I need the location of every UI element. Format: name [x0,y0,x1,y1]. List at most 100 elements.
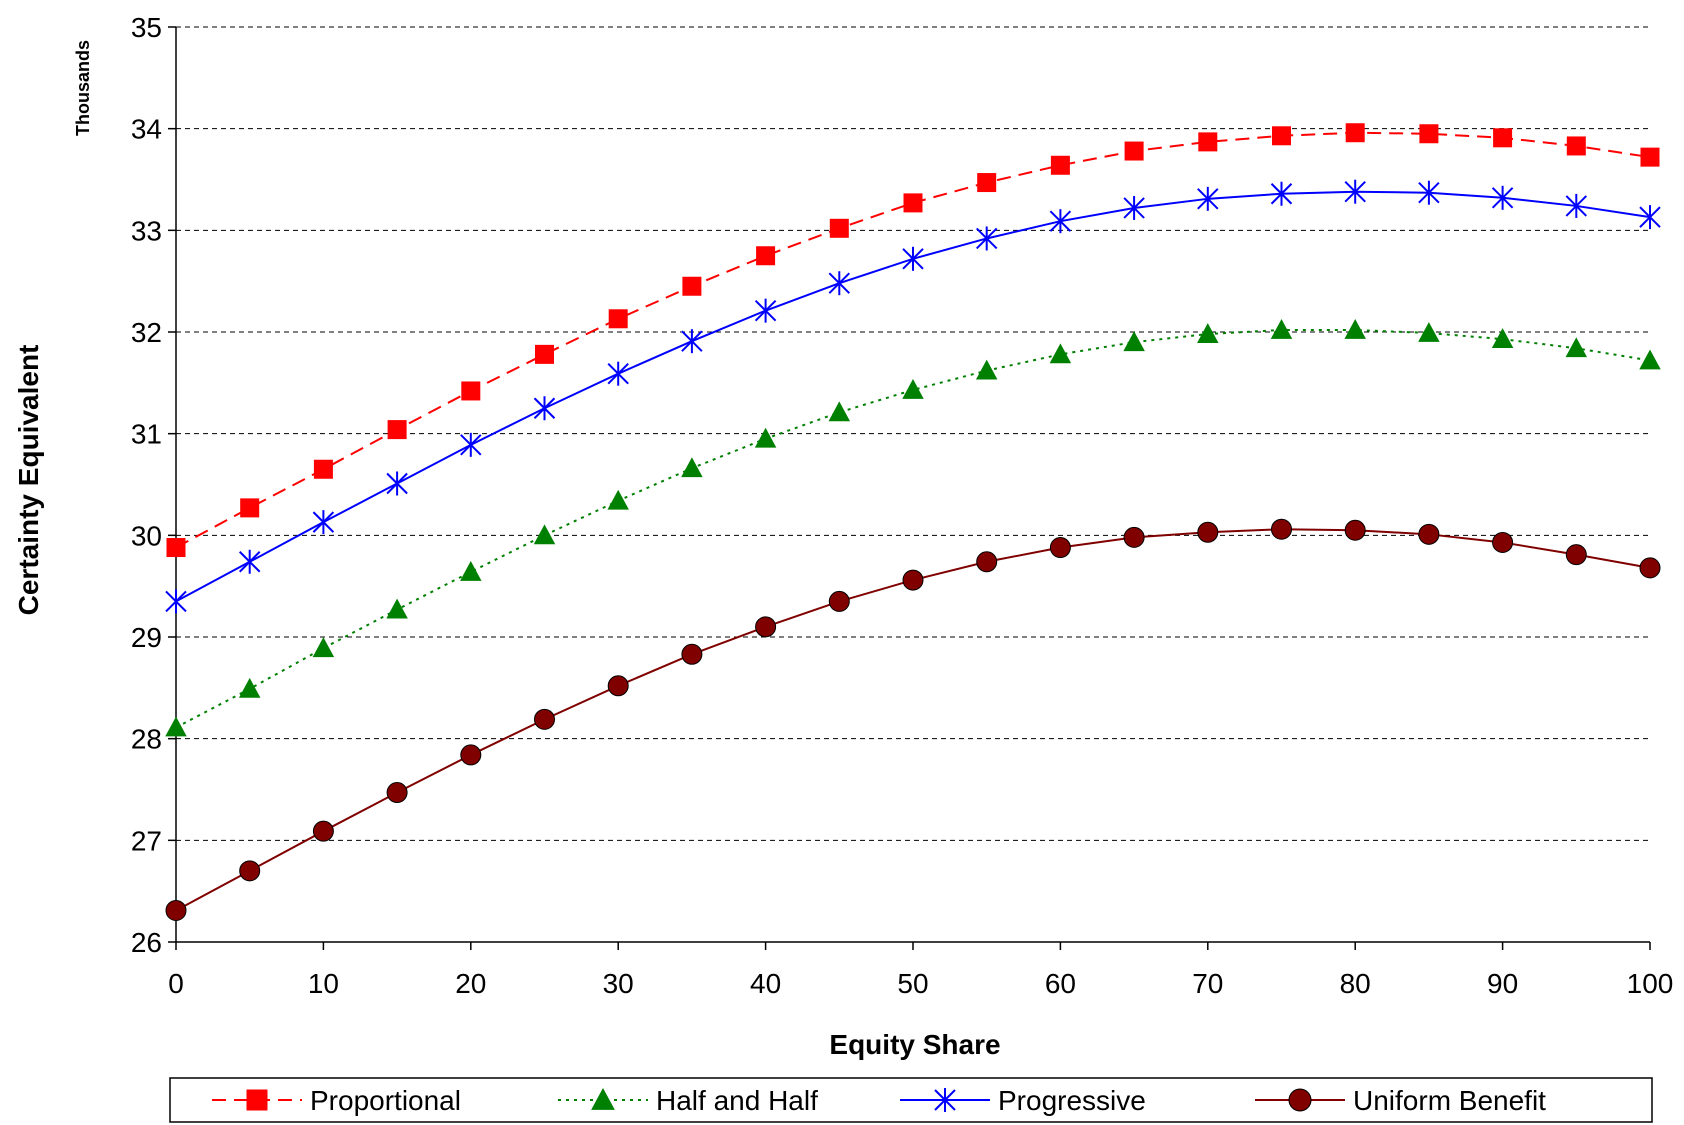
x-tick-label: 100 [1627,968,1674,999]
data-point [1418,180,1440,205]
data-point [239,860,261,882]
legend-items: Proportional Half and Half Progressive Unif… [212,1085,1546,1116]
data-point [1344,179,1366,204]
data-point [1270,319,1293,339]
data-point [975,226,998,251]
y-axis-ticks: 26 27 28 29 30 31 32 33 34 35 [131,12,176,958]
x-tick-label: 20 [455,968,486,999]
data-point [1345,123,1365,143]
data-point [1344,519,1366,541]
data-point [1565,337,1588,358]
x-tick-label: 30 [603,968,634,999]
legend-label: Uniform Benefit [1353,1085,1546,1116]
data-point [607,675,629,697]
data-point [1419,124,1439,144]
data-point [828,271,851,296]
data-point [829,218,849,238]
x-tick-label: 80 [1340,968,1371,999]
data-point [1270,181,1293,206]
legend-marker [591,1087,615,1110]
data-point [1565,544,1587,566]
x-tick-label: 50 [897,968,928,999]
data-point [1640,147,1660,167]
data-point [754,427,777,448]
x-tick-label: 90 [1487,968,1518,999]
data-point [1639,205,1661,230]
data-point [312,637,335,658]
data-point [608,309,628,329]
data-point [1492,531,1514,553]
data-point [1271,518,1292,540]
data-point [1123,195,1145,220]
x-tick-label: 10 [308,968,339,999]
legend-label: Half and Half [656,1085,818,1116]
data-point [238,549,261,574]
data-point [681,329,703,354]
data-point [902,569,924,591]
data-point [607,361,629,386]
data-point [1123,526,1145,548]
x-axis-ticks: 0 10 20 30 40 50 60 70 80 90 100 [168,942,1673,999]
data-point [240,498,260,518]
data-point [313,459,333,479]
data-point [1344,319,1366,339]
data-point [828,590,850,612]
data-point [976,551,998,573]
data-point [1197,521,1219,543]
data-point [1197,186,1219,211]
data-point [535,344,554,364]
data-point [386,598,408,619]
data-point [1565,193,1588,218]
y-tick-label: 27 [131,825,162,856]
legend-label: Progressive [998,1085,1146,1116]
data-point [1050,155,1070,175]
data-point [460,744,482,766]
series-progressive [165,179,1661,614]
series-half-and-half [165,319,1661,737]
data-point [902,378,924,399]
y-tick-label: 34 [131,114,162,145]
data-point [460,560,482,581]
legend: Proportional Half and Half Progressive Unif… [169,1077,1653,1123]
y-axis-units-label: Thousands [73,40,93,136]
data-point [1049,537,1071,559]
data-point [977,173,997,193]
series-plot-area [165,123,1661,921]
data-point [607,489,629,510]
data-point [534,708,555,730]
data-point [1198,132,1218,152]
legend-item: Progressive [900,1085,1146,1116]
data-point [682,276,702,296]
data-point [755,616,777,638]
y-tick-label: 32 [131,317,162,348]
y-tick-label: 31 [131,419,162,450]
data-point [1493,128,1513,148]
data-point [1566,136,1586,156]
gridlines [176,26,1650,841]
data-point [461,381,481,401]
data-point [165,899,187,921]
data-point [387,420,407,440]
x-axis-title: Equity Share [829,1029,1000,1060]
data-point [1197,323,1219,343]
y-axis-title: Certainty Equivalent [13,345,44,616]
y-tick-label: 28 [131,724,162,755]
data-point [1639,349,1661,370]
data-point [386,782,408,804]
data-point [1639,557,1661,579]
data-point [756,246,776,266]
data-point [903,193,923,213]
data-point [1272,126,1291,146]
legend-marker [1288,1088,1312,1112]
data-point [165,589,187,614]
data-point [681,643,703,665]
data-point [533,396,556,421]
x-tick-label: 0 [168,968,184,999]
data-point [1124,141,1144,161]
data-point [1491,185,1514,210]
data-point [533,524,556,545]
y-tick-label: 26 [131,927,162,958]
data-point [238,677,261,698]
y-tick-label: 30 [131,520,162,551]
